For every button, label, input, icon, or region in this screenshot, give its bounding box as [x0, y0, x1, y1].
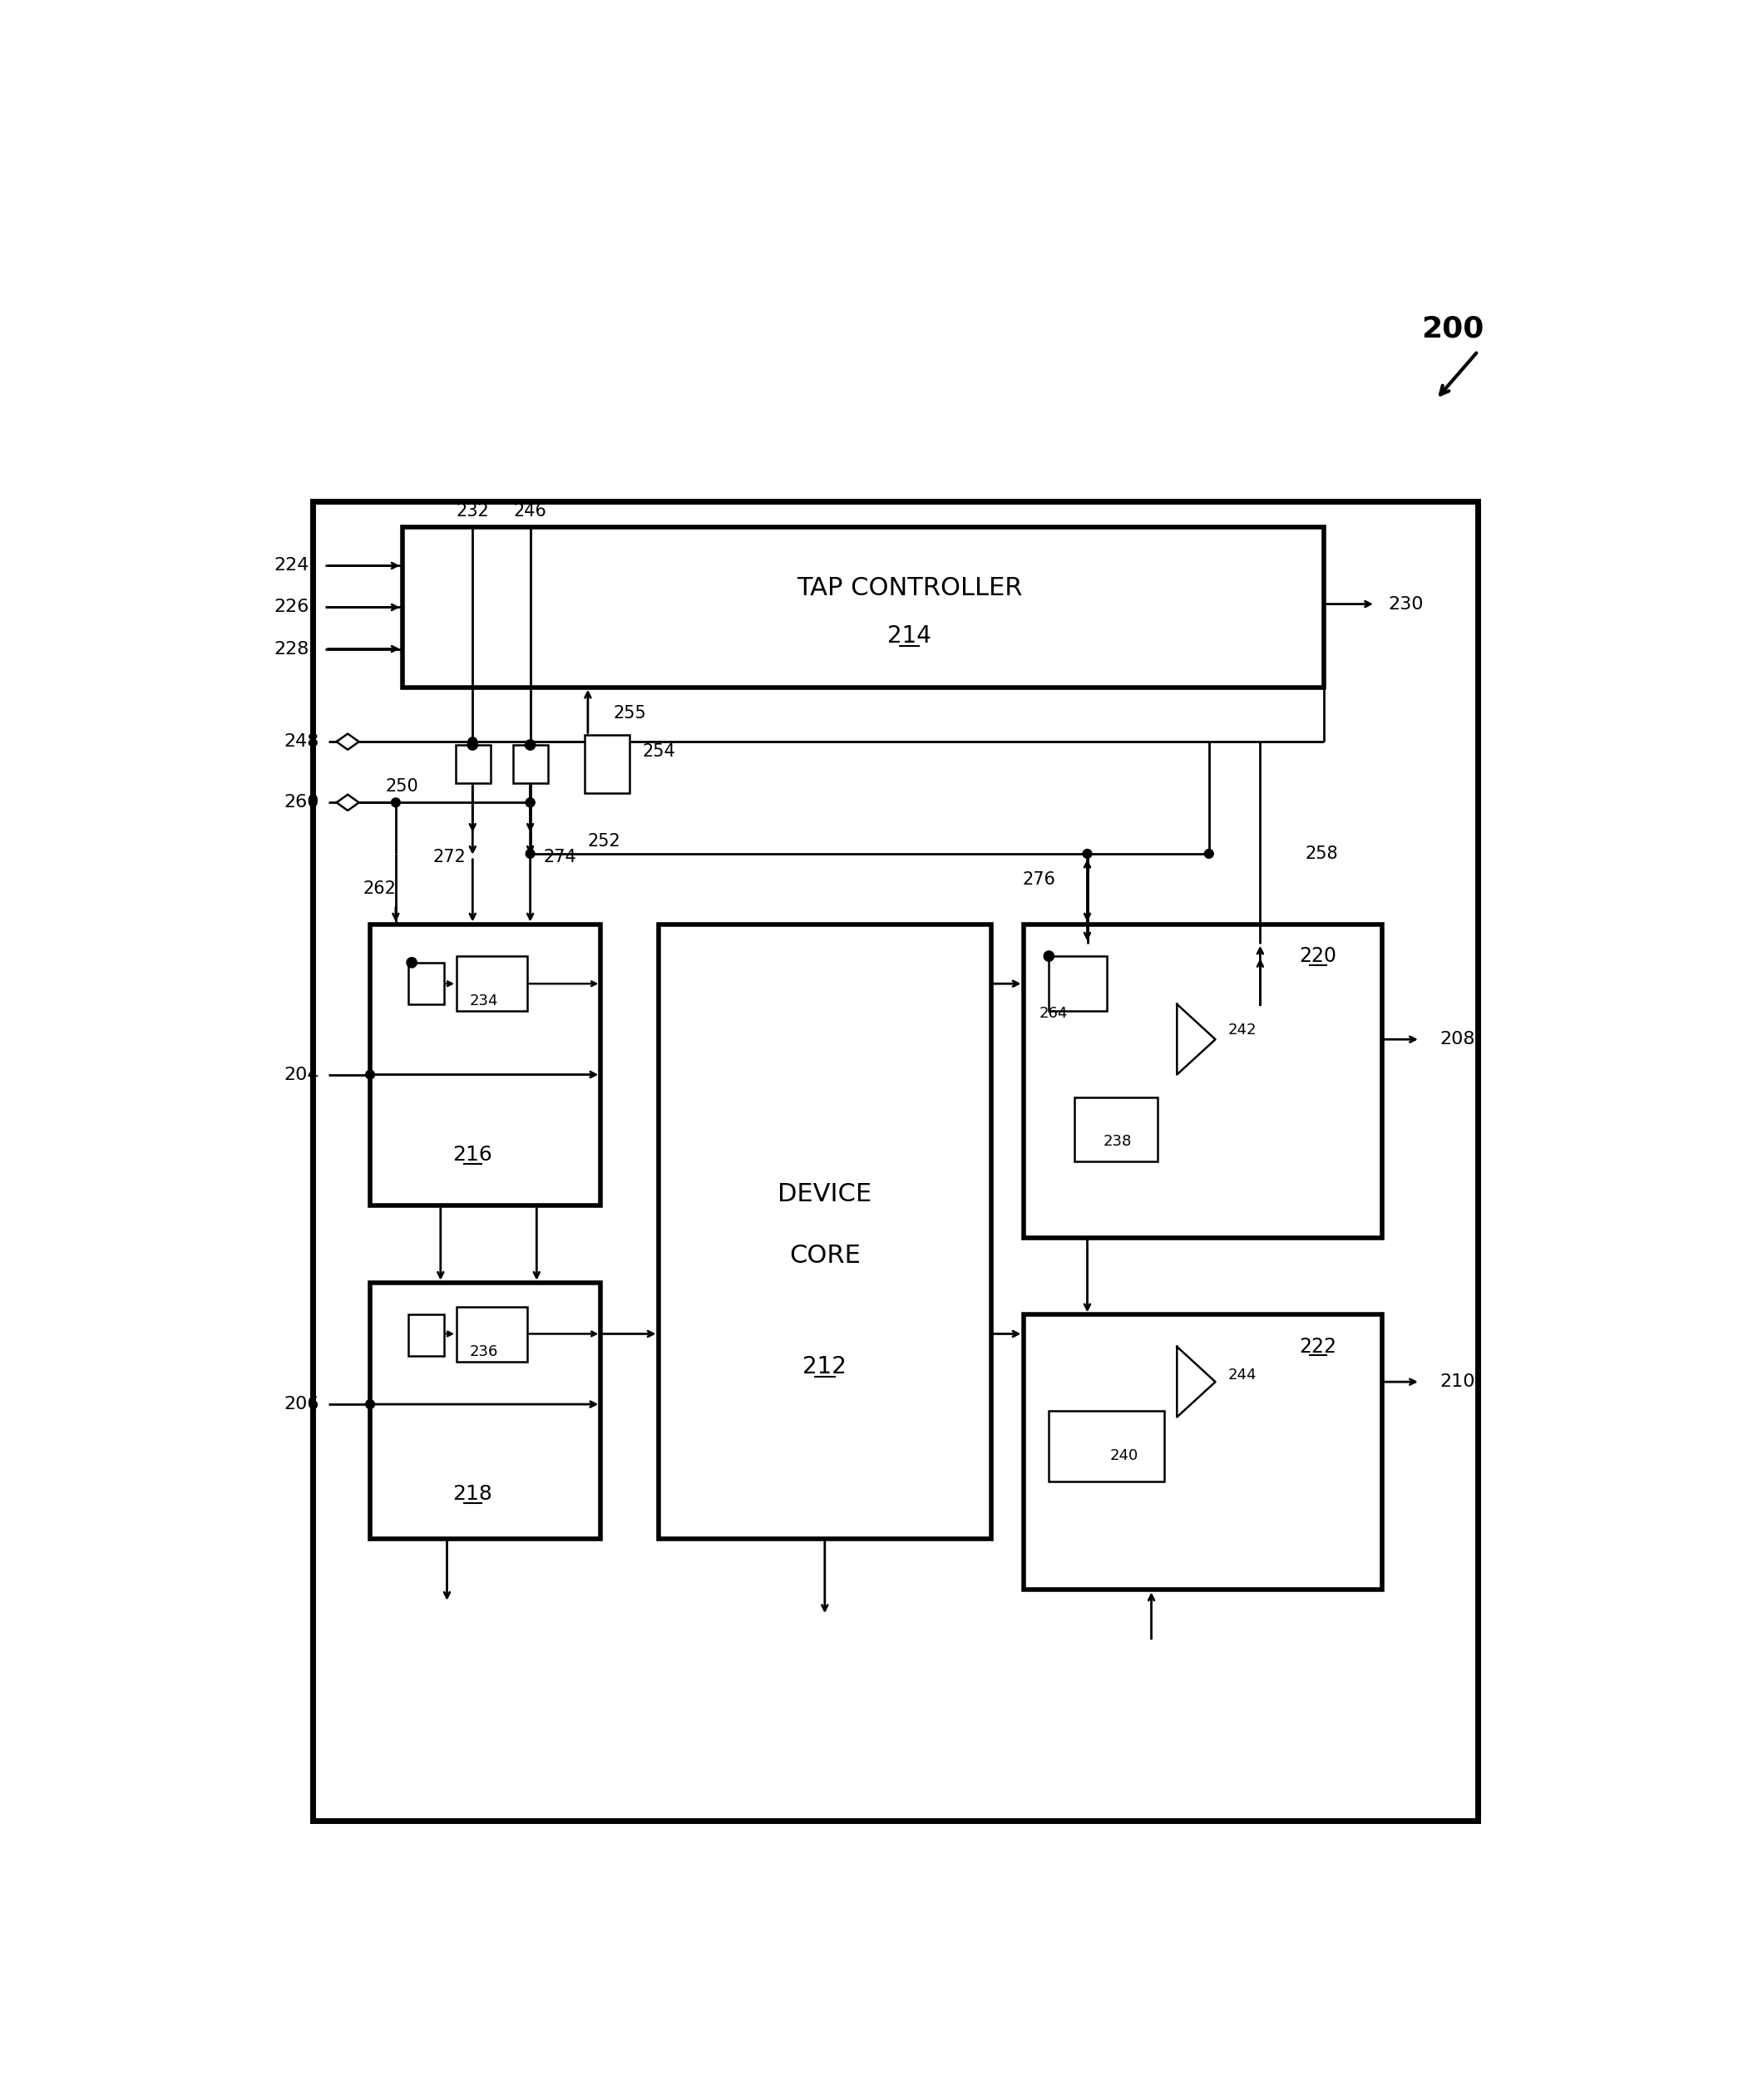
Polygon shape — [337, 733, 358, 750]
Text: 216: 216 — [453, 1144, 493, 1166]
Bar — [313, 502, 1477, 1821]
Text: 250: 250 — [386, 779, 420, 794]
Circle shape — [365, 1401, 374, 1409]
Text: 264: 264 — [1040, 1006, 1068, 1021]
Text: 232: 232 — [456, 502, 489, 519]
Bar — [371, 924, 601, 1205]
Text: 276: 276 — [1023, 872, 1056, 888]
Circle shape — [1044, 951, 1054, 962]
Text: 210: 210 — [1440, 1373, 1475, 1390]
Text: 254: 254 — [642, 743, 675, 760]
Circle shape — [365, 1071, 374, 1079]
Text: 274: 274 — [544, 848, 577, 865]
Text: 218: 218 — [453, 1485, 493, 1504]
Bar — [584, 735, 629, 794]
Text: 206: 206 — [283, 1397, 318, 1413]
Bar — [371, 1283, 601, 1539]
Circle shape — [407, 958, 416, 968]
Bar — [409, 962, 444, 1004]
Text: 255: 255 — [614, 706, 647, 720]
Bar — [456, 1306, 528, 1361]
Circle shape — [526, 848, 535, 859]
Text: 226: 226 — [274, 598, 309, 615]
Bar — [1049, 955, 1106, 1010]
Text: 212: 212 — [802, 1354, 846, 1378]
Bar — [378, 932, 608, 1214]
Bar — [402, 527, 1325, 687]
Circle shape — [1204, 848, 1213, 859]
Circle shape — [1082, 848, 1092, 859]
Text: 234: 234 — [470, 993, 498, 1008]
Text: 224: 224 — [274, 556, 309, 573]
Text: 220: 220 — [1299, 947, 1337, 966]
Bar — [409, 536, 1332, 695]
Bar — [409, 1315, 444, 1357]
Text: 222: 222 — [1299, 1338, 1337, 1357]
Text: TAP CONTROLLER: TAP CONTROLLER — [797, 575, 1023, 601]
Bar — [1023, 1315, 1383, 1590]
Circle shape — [524, 739, 535, 750]
Text: 240: 240 — [1110, 1449, 1138, 1464]
Text: 204: 204 — [283, 1067, 318, 1084]
Text: 236: 236 — [470, 1344, 498, 1359]
Bar — [1031, 1323, 1390, 1598]
Circle shape — [526, 798, 535, 806]
Polygon shape — [337, 794, 358, 811]
Text: 228: 228 — [274, 640, 309, 657]
Text: CORE: CORE — [788, 1243, 860, 1268]
Circle shape — [526, 798, 535, 806]
Text: 242: 242 — [1229, 1023, 1257, 1037]
Polygon shape — [1176, 1004, 1215, 1075]
Text: 244: 244 — [1229, 1367, 1257, 1384]
Bar — [454, 745, 491, 783]
Circle shape — [467, 739, 477, 750]
Bar — [1031, 932, 1390, 1245]
Bar — [512, 745, 549, 783]
Bar — [1023, 924, 1383, 1237]
Text: 248: 248 — [283, 733, 318, 750]
Text: 238: 238 — [1103, 1134, 1133, 1149]
Text: 208: 208 — [1440, 1031, 1475, 1048]
Circle shape — [392, 798, 400, 806]
Bar — [666, 932, 998, 1546]
Text: 262: 262 — [362, 880, 395, 897]
Text: 258: 258 — [1306, 846, 1337, 861]
Text: 260: 260 — [283, 794, 318, 811]
Text: 272: 272 — [434, 848, 467, 865]
Bar — [1075, 1096, 1157, 1161]
Circle shape — [468, 737, 477, 746]
Text: 230: 230 — [1388, 596, 1423, 613]
Text: DEVICE: DEVICE — [778, 1182, 872, 1208]
Text: 246: 246 — [514, 502, 547, 519]
Bar — [1049, 1411, 1164, 1480]
Bar — [378, 1289, 608, 1546]
Bar — [456, 955, 528, 1010]
Text: 252: 252 — [587, 832, 621, 848]
Text: 214: 214 — [888, 624, 932, 647]
Polygon shape — [1176, 1346, 1215, 1418]
Bar — [659, 924, 991, 1539]
Text: 200: 200 — [1421, 315, 1484, 342]
